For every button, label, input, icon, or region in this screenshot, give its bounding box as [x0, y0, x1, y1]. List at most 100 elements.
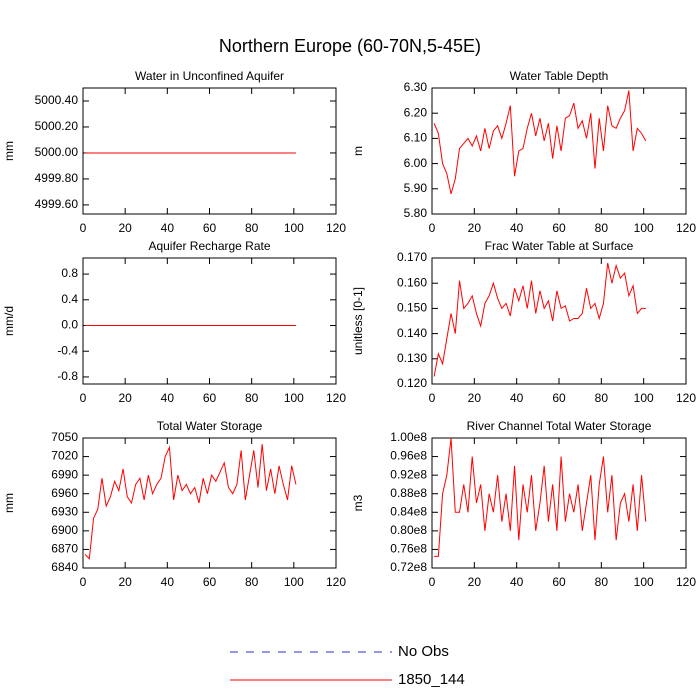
x-tick-label: 120 — [676, 391, 696, 405]
x-tick-label: 40 — [510, 391, 524, 405]
y-tick-label: 0.140 — [397, 326, 427, 340]
data-line — [433, 90, 647, 194]
y-tick-label: 0.120 — [397, 376, 427, 390]
y-axis-label: mm — [2, 493, 16, 513]
x-tick-label: 40 — [510, 221, 524, 235]
y-axis-label: mm/d — [2, 306, 16, 336]
x-tick-label: 0 — [80, 221, 87, 235]
plot-frame — [431, 257, 687, 385]
x-tick-label: 20 — [118, 391, 132, 405]
x-tick-label: 60 — [552, 221, 566, 235]
y-tick-label: 0.92e8 — [390, 467, 427, 481]
y-tick-label: 0.150 — [397, 301, 427, 315]
plot-frame — [82, 437, 337, 569]
x-tick-label: 0 — [429, 575, 436, 589]
x-tick-label: 100 — [634, 575, 654, 589]
y-tick-label: 6.30 — [404, 80, 428, 94]
x-tick-label: 100 — [634, 391, 654, 405]
data-line — [433, 262, 646, 377]
x-tick-label: 120 — [326, 391, 346, 405]
x-tick-label: 20 — [118, 575, 132, 589]
panel-title: Water Table Depth — [510, 69, 609, 83]
x-tick-label: 80 — [245, 391, 259, 405]
y-tick-label: 6.10 — [404, 131, 428, 145]
y-tick-label: 0.170 — [397, 250, 427, 264]
y-axis-label: m3 — [351, 494, 365, 511]
x-tick-label: 120 — [326, 221, 346, 235]
y-tick-label: 4999.60 — [35, 197, 79, 211]
y-tick-label: 6.00 — [404, 156, 428, 170]
y-tick-label: 4999.80 — [35, 171, 79, 185]
x-tick-label: 100 — [284, 221, 304, 235]
panel-title: Total Water Storage — [157, 419, 263, 433]
x-tick-label: 60 — [203, 221, 217, 235]
y-axis-label: m — [351, 146, 365, 156]
x-tick-label: 80 — [245, 575, 259, 589]
x-tick-label: 20 — [468, 221, 482, 235]
plot-frame — [82, 257, 337, 385]
y-tick-label: 5000.40 — [35, 93, 79, 107]
x-tick-label: 120 — [326, 575, 346, 589]
panel-title: River Channel Total Water Storage — [467, 419, 652, 433]
y-tick-label: 6.20 — [404, 105, 428, 119]
x-tick-label: 60 — [203, 391, 217, 405]
y-tick-label: 0.4 — [61, 292, 78, 306]
y-tick-label: 5.80 — [404, 206, 428, 220]
x-tick-label: 80 — [595, 221, 609, 235]
x-tick-label: 60 — [552, 575, 566, 589]
x-tick-label: 20 — [118, 221, 132, 235]
y-tick-label: 0.8 — [61, 266, 78, 280]
y-tick-label: -0.4 — [57, 343, 78, 357]
y-axis-label: mm — [2, 141, 16, 161]
x-tick-label: 80 — [595, 391, 609, 405]
y-tick-label: 0.160 — [397, 275, 427, 289]
x-tick-label: 0 — [429, 221, 436, 235]
y-tick-label: 6960 — [51, 486, 78, 500]
y-tick-label: 7050 — [51, 430, 78, 444]
y-tick-label: 6990 — [51, 467, 78, 481]
panel-title: Frac Water Table at Surface — [485, 239, 634, 253]
x-tick-label: 0 — [429, 391, 436, 405]
plot-frame — [82, 87, 337, 215]
y-tick-label: 0.80e8 — [390, 523, 427, 537]
x-tick-label: 0 — [80, 575, 87, 589]
x-tick-label: 20 — [468, 391, 482, 405]
legend-label: No Obs — [398, 643, 449, 660]
x-tick-label: 100 — [284, 391, 304, 405]
y-tick-label: 0.96e8 — [390, 449, 427, 463]
panel-title: Water in Unconfined Aquifer — [135, 69, 284, 83]
y-tick-label: 0.130 — [397, 351, 427, 365]
figure-title: Northern Europe (60-70N,5-45E) — [219, 36, 481, 56]
x-tick-label: 40 — [161, 221, 175, 235]
x-tick-label: 80 — [245, 221, 259, 235]
x-tick-label: 0 — [80, 391, 87, 405]
x-tick-label: 20 — [468, 575, 482, 589]
y-tick-label: 6840 — [51, 560, 78, 574]
y-tick-label: 5000.00 — [35, 145, 79, 159]
x-tick-label: 60 — [552, 391, 566, 405]
x-tick-label: 60 — [203, 575, 217, 589]
y-axis-label: unitless [0-1] — [351, 287, 365, 355]
data-line — [84, 444, 297, 560]
plot-frame — [431, 87, 687, 215]
y-tick-label: 0.84e8 — [390, 504, 427, 518]
y-tick-label: 0.76e8 — [390, 542, 427, 556]
y-tick-label: 0.88e8 — [390, 486, 427, 500]
panel-title: Aquifer Recharge Rate — [148, 239, 270, 253]
y-tick-label: -0.8 — [57, 369, 78, 383]
data-line — [434, 437, 647, 557]
y-tick-label: 0.0 — [61, 318, 78, 332]
x-tick-label: 120 — [676, 575, 696, 589]
x-tick-label: 80 — [595, 575, 609, 589]
y-tick-label: 6930 — [51, 504, 78, 518]
x-tick-label: 40 — [510, 575, 524, 589]
legend-label: 1850_144 — [398, 671, 465, 688]
x-tick-label: 100 — [284, 575, 304, 589]
x-tick-label: 120 — [676, 221, 696, 235]
x-tick-label: 40 — [161, 391, 175, 405]
plot-frame — [431, 437, 687, 569]
y-tick-label: 6870 — [51, 542, 78, 556]
y-tick-label: 5000.20 — [35, 119, 79, 133]
